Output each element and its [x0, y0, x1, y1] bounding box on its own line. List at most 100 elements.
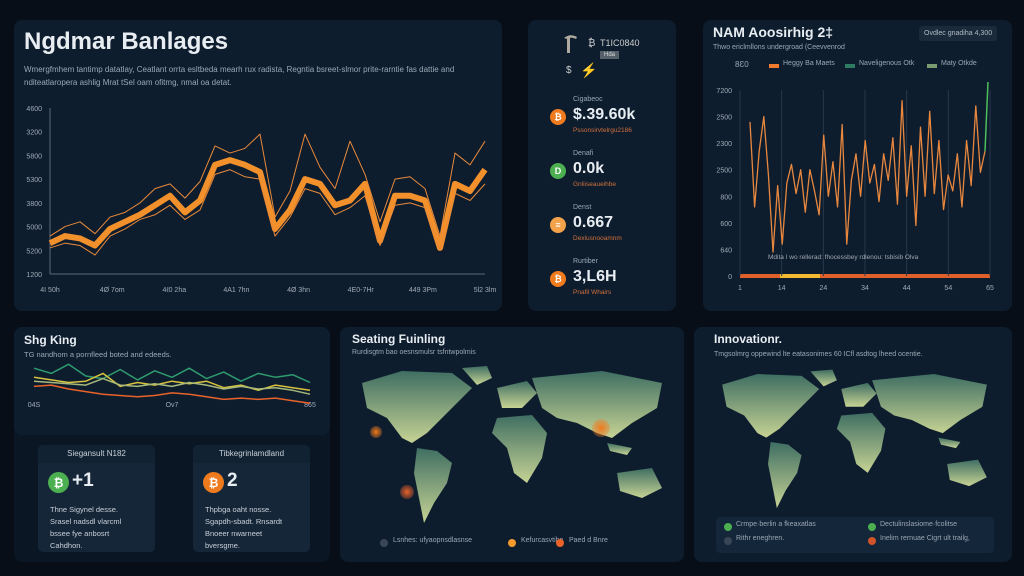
- card-value: 2: [227, 470, 238, 491]
- x-tick-label: 65: [986, 285, 994, 292]
- legend-swatch: [845, 64, 855, 68]
- y-tick-label: 3800: [26, 201, 42, 208]
- legend-item: Inelim rernuae Cigrt ult trailg,: [880, 535, 970, 542]
- x-tick-label: Ov7: [166, 402, 179, 409]
- bitcoin-icon: ₿: [588, 38, 596, 49]
- continent-southeast-asia: [938, 437, 961, 449]
- main-subtitle-2: nditeatlaropera ashlig Mrat tSel oam ofi…: [24, 78, 232, 87]
- x-tick-label: 1: [738, 285, 742, 292]
- legend-item: Dectulinslasiome·fcolitse: [880, 521, 958, 528]
- legend-dot: [508, 539, 516, 547]
- right-title: NAM Aoosirhig 2‡: [713, 24, 834, 40]
- legend-item: Crmpe·berlin a fkeaxatlas: [736, 521, 816, 528]
- lightning-icon: ⚡: [580, 62, 598, 78]
- metric-note: Pnafil Whairs: [573, 289, 612, 296]
- card-text: Sgapdh-sbadt. Rnsardt: [205, 517, 283, 526]
- metric-value: 3,L6H: [573, 268, 617, 285]
- metrics-panel: ₿ T1IC0840 Hda $ ⚡ Cigabeoc ₿ $.39.60k Psso…: [528, 20, 676, 311]
- series-line: [49, 133, 486, 237]
- metric-label: Cigabeoc: [573, 96, 603, 103]
- map2-title: Innovationr.: [714, 332, 783, 346]
- card-value: +1: [72, 470, 94, 491]
- card-title: Siegansult N182: [38, 445, 155, 463]
- y-tick-label: 640: [720, 247, 732, 254]
- x-tick-label: 449 3Pm: [409, 287, 437, 294]
- filter-badge[interactable]: Ovdlec gnadiha 4,300: [919, 26, 998, 41]
- map2-legend-box: [716, 517, 994, 553]
- trend-title: Shg Kìng: [24, 333, 77, 347]
- legend-swatch: [927, 64, 937, 68]
- y-tick-label: 0: [728, 274, 732, 281]
- y-tick-label: 5200: [26, 248, 42, 255]
- timeline-highlight: [780, 274, 820, 278]
- x-tick-label: 4Ø 7om: [100, 287, 125, 294]
- map1-hotspot: [400, 485, 414, 499]
- series-line: [33, 363, 311, 384]
- continent-asia: [532, 371, 662, 438]
- legend-dot: [556, 539, 564, 547]
- series-line: [49, 169, 486, 256]
- legend-item: Paed d Bnre: [569, 537, 608, 544]
- metric-note: Pssonsirvtelrgu2186: [573, 127, 632, 134]
- y-tick-label: 1200: [26, 272, 42, 279]
- page-title: Ngdmar Banlages: [24, 28, 229, 55]
- trend-subtitle: TG nandhom a pornfleed boted and edeeds.: [24, 350, 172, 359]
- continent-australia: [617, 468, 662, 498]
- continent-north-america: [362, 371, 472, 443]
- metric-label: Denst: [573, 204, 592, 211]
- legend-item: Lsnhes: ufyaopnsdlasnse: [393, 537, 472, 544]
- legend-swatch: [769, 64, 779, 68]
- continent-south-america: [414, 448, 452, 523]
- legend-dot: [380, 539, 388, 547]
- x-tick-label: 4A1 7hn: [223, 287, 249, 294]
- card-text: Cahdhon.: [50, 541, 83, 550]
- x-tick-label: 04S: [28, 402, 41, 409]
- legend-item[interactable]: Naveligenous Otk: [859, 60, 915, 67]
- x-tick-label: 4E0-7Hr: [348, 287, 375, 294]
- x-tick-label: 4Ø 3hn: [287, 287, 310, 294]
- card-text: bssee fye anbosrt: [50, 529, 110, 538]
- card-text: Bnoeer nwarneet: [205, 529, 263, 538]
- legend-item[interactable]: Maty Otkde: [941, 60, 977, 67]
- series-line: [33, 384, 311, 405]
- continent-europe: [841, 382, 877, 407]
- map1-subtitle: Rurdisgtm bao oesnsmulsr tsfntwpolmis: [352, 349, 476, 356]
- main-chart-panel: Ngdmar Banlages Wmergfmhem tantimp datat…: [14, 20, 502, 311]
- y-tick-label: 800: [720, 194, 732, 201]
- header-badge: Hda: [600, 51, 620, 59]
- continent-north-america: [722, 374, 820, 438]
- innovation-map-panel: Innovationr. Tmgsolmrg oppewind lte eata…: [694, 327, 1012, 562]
- metric-note: Gnliiseaueihbe: [573, 181, 617, 188]
- x-tick-label: 54: [944, 285, 952, 292]
- coin-icon: D: [550, 163, 566, 179]
- card-text: Thne Sigynel desse.: [50, 505, 118, 514]
- legend-item[interactable]: Heggy Ba Maets: [783, 60, 835, 67]
- map2-subtitle: Tmgsolmrg oppewind lte eatasonimes 60 IC…: [714, 351, 923, 358]
- world-map[interactable]: [702, 367, 1007, 517]
- x-tick-label: 24: [819, 285, 827, 292]
- x-tick-label: 4I 50h: [40, 287, 60, 294]
- legend-title: 8Ɛ0: [735, 60, 749, 69]
- legend-dot: [724, 537, 732, 545]
- y-tick-label: 2500: [716, 168, 732, 175]
- continent-greenland: [462, 366, 492, 385]
- series-line: [984, 81, 989, 152]
- map1-hotspot: [370, 426, 382, 438]
- x-tick-label: 4ℓ0 2ha: [162, 287, 186, 294]
- x-tick-label: 44: [903, 285, 911, 292]
- continent-southeast-asia: [607, 443, 632, 455]
- bitcoin-icon: ₿: [550, 109, 566, 125]
- legend-item: Rithr eneghren.: [736, 535, 785, 542]
- bitcoin-icon: ₿: [203, 472, 224, 493]
- y-tick-label: 600: [720, 221, 732, 228]
- metric-value: 0.667: [573, 214, 614, 231]
- stat-card: Siegansult N182 ₿ +1 Thne Sigynel desse. Sra…: [38, 445, 155, 552]
- continent-africa: [492, 415, 547, 483]
- map1-title: Seating Fuinling: [352, 332, 446, 346]
- legend-item: Kefurcasvtihn: [521, 537, 564, 544]
- world-map[interactable]: [342, 363, 682, 533]
- y-tick-label: 7200: [716, 88, 732, 95]
- card-text: Srasel nadsdl vlarcml: [50, 517, 122, 526]
